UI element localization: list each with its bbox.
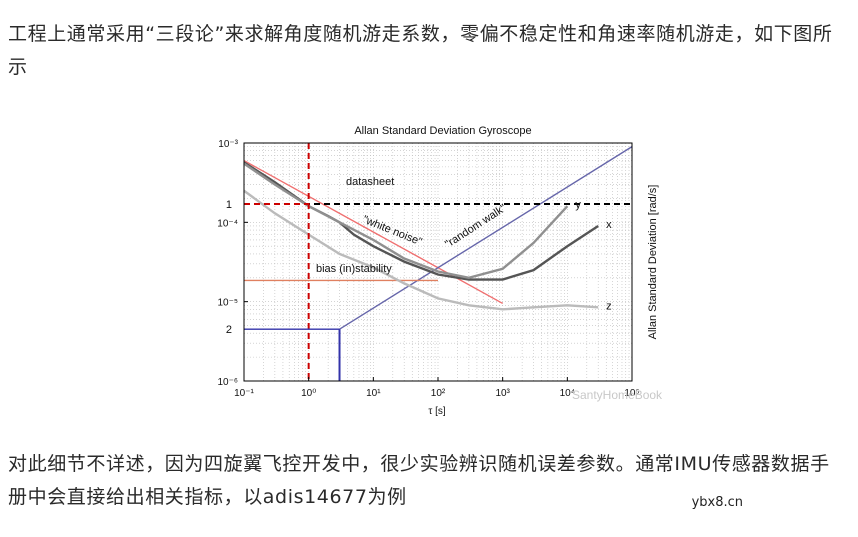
x-tick-label: 10⁵: [624, 388, 639, 399]
y-tick-label: 10⁻⁶: [217, 377, 238, 388]
y-tick-label: 10⁻³: [218, 139, 238, 150]
x-tick-label: 10²: [431, 388, 446, 399]
x-tick-label: 10⁻¹: [234, 388, 254, 399]
detail-paragraph: 对此细节不详述，因为四旋翼飞控开发中，很少实验辨识随机误差参数。通常IMU传感器…: [8, 453, 830, 508]
watermark-text: SantyHomeBook: [572, 388, 663, 402]
site-watermark: ybx8.cn: [691, 495, 743, 510]
y-tick-label: 10⁻⁵: [217, 298, 238, 309]
reference-line: [243, 159, 504, 305]
reference-line: [339, 146, 633, 330]
series-line-x: [243, 161, 599, 281]
marker-label: 1: [226, 199, 232, 211]
x-tick-label: 10⁰: [301, 388, 316, 399]
reference-line-label: "random walk": [443, 202, 508, 250]
x-axis-label: τ [s]: [428, 406, 446, 417]
chart-title: Allan Standard Deviation Gyroscope: [354, 125, 531, 137]
x-tick-label: 10³: [495, 388, 510, 399]
reference-line-label: bias (in)stability: [316, 263, 392, 275]
series-line-y: [243, 162, 569, 280]
intro-paragraph: 工程上通常采用“三段论”来求解角度随机游走系数，零偏不稳定性和角速率随机游走，如…: [8, 23, 833, 78]
plot-frame: [243, 142, 633, 382]
y-axis-label: Allan Standard Deviation [rad/s]: [647, 185, 659, 340]
series-label-y: y: [575, 199, 581, 211]
series-label-z: z: [606, 300, 612, 312]
marker-label: 2: [226, 324, 232, 336]
reference-line-label: datasheet: [346, 176, 394, 188]
x-tick-label: 10¹: [366, 388, 381, 399]
x-tick-label: 10⁴: [560, 388, 575, 399]
series-label-x: x: [606, 219, 612, 231]
y-tick-label: 10⁻⁴: [217, 218, 238, 229]
series-line-z: [243, 189, 599, 311]
